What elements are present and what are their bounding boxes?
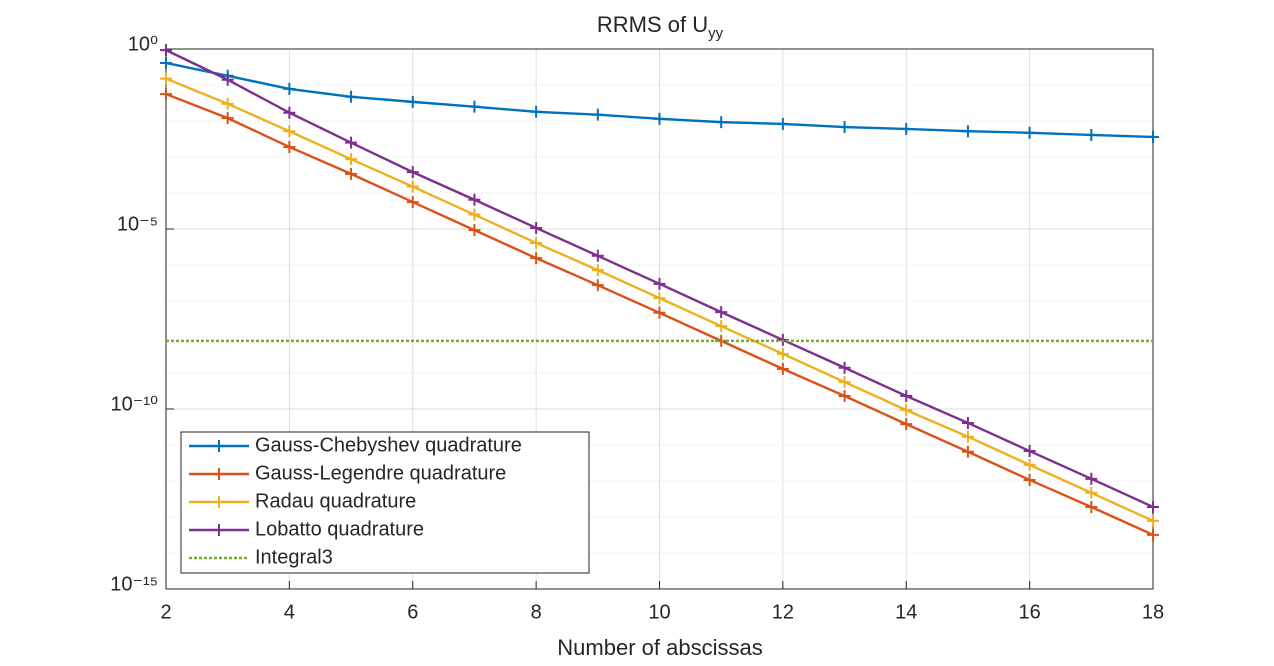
marker (900, 404, 913, 417)
marker (468, 193, 481, 206)
marker (160, 88, 172, 101)
marker (1023, 445, 1036, 458)
marker (653, 112, 666, 125)
marker (653, 306, 666, 319)
marker (715, 320, 728, 333)
marker (900, 122, 913, 135)
marker (406, 180, 419, 193)
marker (221, 97, 234, 110)
x-tick-label: 16 (1019, 601, 1041, 623)
marker (838, 121, 851, 134)
marker (345, 167, 358, 180)
marker (776, 117, 789, 130)
legend-marker (213, 496, 225, 508)
x-tick-label: 4 (284, 601, 295, 623)
legend-label: Gauss-Chebyshev quadrature (255, 434, 522, 456)
marker (591, 264, 604, 277)
y-tick-label: 10⁻¹⁰ (111, 393, 158, 415)
x-tick-label: 6 (407, 601, 418, 623)
marker (961, 445, 974, 458)
marker (776, 362, 789, 375)
marker (1023, 458, 1036, 471)
marker (406, 95, 419, 108)
marker (406, 166, 419, 179)
x-tick-label: 18 (1142, 601, 1164, 623)
marker (1085, 472, 1098, 485)
chart-title: RRMS of Uyy (597, 12, 724, 42)
marker (715, 306, 728, 319)
marker (900, 418, 913, 431)
x-tick-label: 8 (531, 601, 542, 623)
marker (530, 221, 543, 234)
marker (345, 153, 358, 166)
marker (221, 73, 234, 86)
x-tick-label: 12 (772, 601, 794, 623)
legend-label: Lobatto quadrature (255, 518, 424, 540)
marker (776, 347, 789, 360)
marker (653, 292, 666, 305)
y-tick-label: 10⁻⁵ (117, 213, 158, 235)
marker (900, 389, 913, 402)
marker (838, 376, 851, 389)
y-tick-label: 10⁻¹⁵ (110, 573, 158, 595)
marker (160, 72, 172, 85)
marker (591, 279, 604, 292)
marker (961, 416, 974, 429)
marker (468, 208, 481, 221)
marker (283, 106, 296, 119)
legend-marker (213, 440, 225, 452)
marker (653, 277, 666, 290)
marker (283, 82, 296, 95)
marker (160, 44, 172, 57)
legend-label: Gauss-Legendre quadrature (255, 462, 506, 484)
marker (1085, 500, 1098, 513)
legend-marker (213, 524, 225, 536)
marker (961, 430, 974, 443)
legend-label: Integral3 (255, 546, 333, 568)
marker (283, 125, 296, 138)
marker (221, 112, 234, 125)
marker (345, 136, 358, 149)
marker (530, 252, 543, 265)
marker (591, 249, 604, 262)
marker (715, 116, 728, 129)
marker (1147, 528, 1159, 541)
x-tick-label: 2 (160, 601, 171, 623)
marker (406, 196, 419, 209)
x-axis-label: Number of abscissas (557, 635, 762, 660)
marker (1085, 486, 1098, 499)
marker (468, 100, 481, 113)
legend-label: Radau quadrature (255, 490, 416, 512)
marker (1147, 130, 1159, 143)
x-tick-label: 10 (648, 601, 670, 623)
marker (160, 56, 172, 69)
marker (1147, 514, 1159, 527)
title-main: RRMS of U (597, 12, 708, 37)
plot-frame (165, 48, 1154, 590)
marker (345, 90, 358, 103)
marker (1147, 500, 1159, 513)
marker (591, 108, 604, 121)
y-tick-label: 10⁰ (128, 33, 158, 55)
x-tick-label: 14 (895, 601, 917, 623)
legend-marker (213, 468, 225, 480)
marker (961, 125, 974, 138)
marker (1085, 128, 1098, 141)
marker (530, 236, 543, 249)
marker (283, 140, 296, 153)
marker (838, 389, 851, 402)
marker (838, 361, 851, 374)
title-subscript: yy (708, 25, 724, 42)
marker (1023, 126, 1036, 139)
marker (468, 224, 481, 237)
marker (1023, 473, 1036, 486)
legend: Gauss-Chebyshev quadrature Gauss-Legendre… (180, 431, 590, 574)
marker (530, 105, 543, 118)
